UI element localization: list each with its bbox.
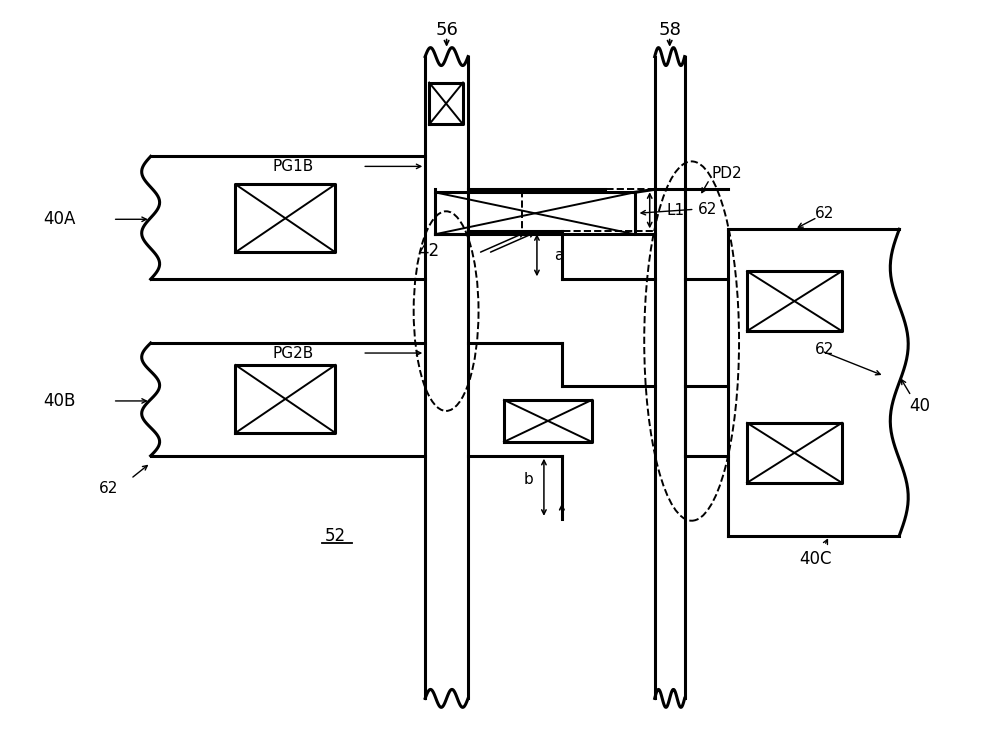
Text: L1: L1 [667, 203, 685, 218]
Text: PG1B: PG1B [272, 159, 314, 174]
Text: PD2: PD2 [712, 166, 742, 181]
Text: 40: 40 [909, 397, 930, 415]
Text: 40B: 40B [43, 392, 75, 410]
Text: a: a [554, 247, 563, 263]
Text: 52: 52 [325, 527, 346, 545]
Text: 40A: 40A [43, 210, 75, 228]
Text: 62: 62 [814, 342, 834, 356]
Text: 40C: 40C [799, 550, 832, 568]
Text: 42: 42 [418, 242, 439, 260]
Text: 62: 62 [698, 202, 717, 217]
Text: 58: 58 [658, 21, 681, 39]
Text: b: b [524, 472, 534, 487]
Text: 62: 62 [99, 481, 118, 496]
Text: PG2B: PG2B [272, 345, 314, 361]
Text: 62: 62 [814, 206, 834, 221]
Text: 56: 56 [435, 21, 458, 39]
